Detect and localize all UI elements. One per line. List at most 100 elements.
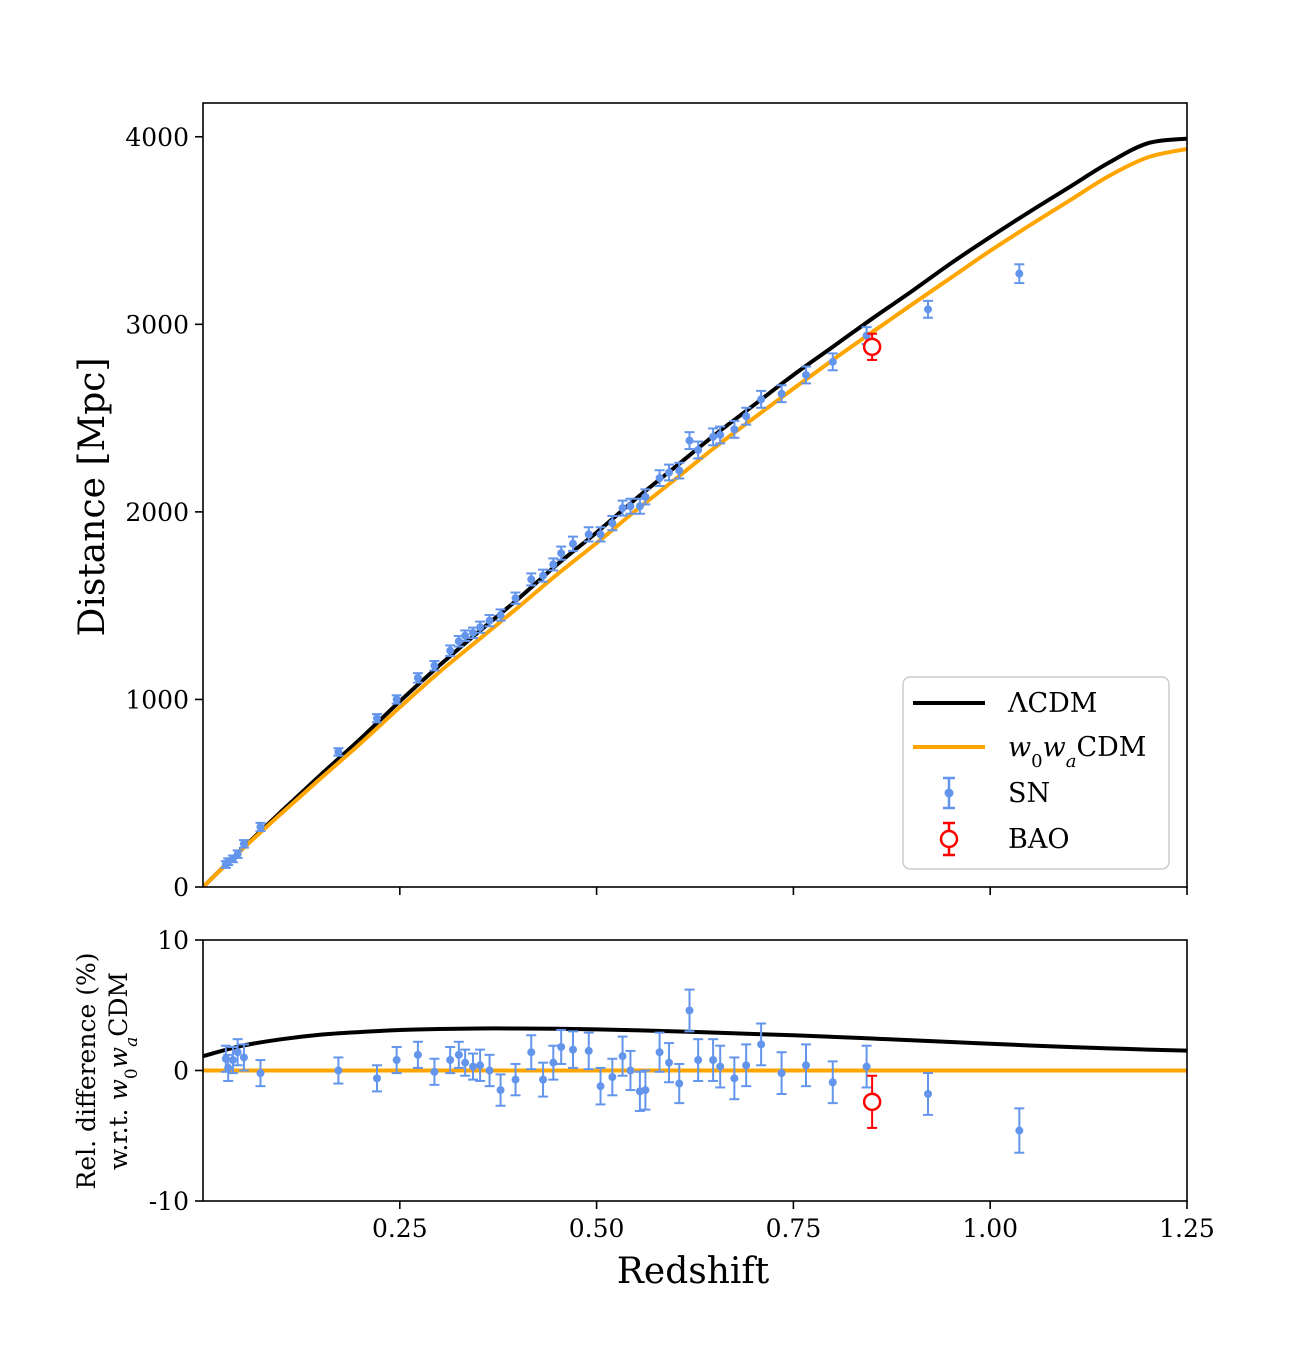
sn-rel-point [412, 1040, 423, 1069]
sn-point-marker [485, 616, 494, 625]
sn-point-marker [1015, 269, 1024, 278]
sn-rel-point-marker [828, 1078, 837, 1087]
bottom-y-tick-label: 0 [173, 1057, 189, 1086]
bottom-y-tick-label: -10 [149, 1187, 189, 1216]
bottom-x-tick-label: 1.00 [962, 1214, 1018, 1243]
sn-rel-point-marker [568, 1045, 577, 1054]
sn-point-marker [709, 432, 718, 441]
sn-point [232, 849, 243, 859]
sn-point-marker [757, 395, 766, 404]
sn-point [1014, 263, 1025, 285]
sn-rel-point [468, 1052, 479, 1081]
sn-point-marker [777, 389, 786, 398]
sn-point [412, 672, 423, 684]
sn-rel-point [538, 1061, 549, 1098]
sn-rel-point-marker [413, 1050, 422, 1059]
x-axis-title: Redshift [617, 1251, 770, 1292]
sn-rel-point [227, 1046, 238, 1075]
sn-point [708, 427, 719, 447]
sn-rel-point-marker [584, 1046, 593, 1055]
bottom-y-tick-label: 10 [157, 926, 189, 955]
sn-rel-point [756, 1022, 767, 1067]
sn-point-marker [454, 637, 463, 646]
sn-point [371, 713, 382, 724]
sn-rel-point-marker [496, 1086, 505, 1095]
sn-point-marker [596, 530, 605, 539]
sn-rel-point-marker [461, 1058, 470, 1067]
sn-point-marker [675, 466, 684, 475]
sn-point-marker [239, 839, 248, 848]
legend-bao-label: BAO [1008, 824, 1069, 855]
sn-rel-point-marker [716, 1062, 725, 1071]
sn-point-marker [584, 530, 593, 539]
sn-rel-point-marker [557, 1043, 566, 1052]
sn-point-marker [641, 492, 650, 501]
sn-rel-point-marker [618, 1052, 627, 1061]
sn-rel-point [625, 1049, 636, 1092]
legend-sn-swatch [943, 776, 955, 810]
top-y-tick-label: 4000 [125, 123, 189, 152]
top-y-tick-label: 0 [173, 873, 189, 902]
sn-point-marker [557, 549, 566, 558]
sn-point-marker [549, 560, 558, 569]
sn-point [495, 608, 506, 622]
sn-rel-point-marker [446, 1056, 455, 1065]
sn-rel-point [495, 1073, 506, 1107]
sn-point [460, 629, 471, 642]
legend-w0wacdm-label: w0waCDM [1008, 732, 1146, 772]
sn-rel-point [741, 1043, 752, 1088]
sn-rel-point-marker [742, 1061, 751, 1070]
bottom-x-tick-label: 1.25 [1159, 1214, 1215, 1243]
bottom-axes-frame [202, 939, 1188, 1202]
sn-rel-point [429, 1057, 440, 1086]
sn-rel-point [583, 1031, 594, 1071]
sn-rel-point-marker [641, 1086, 650, 1095]
sn-point-marker [828, 357, 837, 366]
sn-point [617, 499, 628, 517]
sn-rel-point-marker [757, 1040, 766, 1049]
sn-rel-point-marker [626, 1066, 635, 1075]
sn-point [391, 694, 402, 705]
sn-point [526, 572, 537, 587]
sn-point [715, 425, 726, 445]
sn-point [238, 839, 249, 849]
sn-rel-point [776, 1051, 787, 1095]
sn-point-marker [511, 594, 520, 603]
sn-point [567, 535, 578, 552]
sn-point-marker [233, 850, 242, 859]
sn-rel-point [800, 1043, 811, 1088]
sn-rel-point-marker [228, 1056, 237, 1065]
sn-point-marker [742, 412, 751, 421]
sn-rel-point [595, 1066, 606, 1106]
sn-point [634, 497, 645, 515]
sn-point [729, 419, 740, 439]
sn-rel-point-marker [372, 1074, 381, 1083]
bottom-y-ticks: -10 0 10 [149, 926, 203, 1216]
sn-rel-point [333, 1056, 344, 1085]
sn-point-marker [372, 714, 381, 723]
sn-rel-point [634, 1070, 645, 1112]
w0wacdm-curve [203, 146, 1187, 887]
sn-rel-point-marker [685, 1006, 694, 1015]
bottom-x-tick-label: 0.75 [766, 1214, 822, 1243]
sn-point [607, 515, 618, 532]
sn-rel-point [617, 1035, 628, 1077]
sn-point [484, 614, 495, 628]
bottom-y-axis-title-line1: Rel. difference (%) [72, 953, 101, 1190]
sn-point-marker [430, 661, 439, 670]
sn-point [445, 644, 456, 657]
sn-rel-point-marker [476, 1061, 485, 1070]
sn-point-marker [626, 502, 635, 511]
sn-point [556, 545, 567, 561]
sn-rel-point [640, 1069, 651, 1111]
sn-point [333, 747, 344, 757]
sn-rel-point [607, 1057, 618, 1097]
bottom-panel: -10 0 10 0.25 0.50 0.75 1.00 1.25 Rel. differe… [72, 926, 1215, 1292]
sn-rel-point [861, 1044, 872, 1089]
sn-rel-point [556, 1029, 567, 1065]
sn-rel-point-marker [334, 1066, 343, 1075]
sn-point-marker [413, 673, 422, 682]
sn-point-marker [685, 436, 694, 445]
sn-rel-point-marker [777, 1069, 786, 1078]
